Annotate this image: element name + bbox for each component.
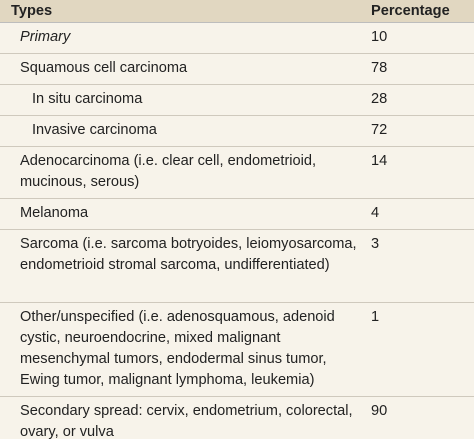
table-body: Primary 10 Squamous cell carcinoma 78 In… (0, 23, 474, 439)
percentage-cell: 14 (371, 153, 388, 169)
header-row: Types Percentage (0, 0, 474, 23)
percentage-cell: 78 (371, 60, 388, 76)
header-percentage: Percentage (361, 0, 474, 23)
table-row: Squamous cell carcinoma 78 (0, 54, 474, 85)
type-cell: In situ carcinoma (32, 91, 143, 107)
percentage-cell: 10 (371, 29, 388, 45)
percentage-cell: 28 (371, 91, 388, 107)
table-row: In situ carcinoma 28 (0, 85, 474, 116)
percentage-cell: 90 (371, 403, 388, 419)
percentage-cell: 72 (371, 122, 388, 138)
table-header: Types Percentage (0, 0, 474, 23)
header-types: Types (0, 0, 361, 23)
percentage-cell: 4 (371, 205, 380, 221)
type-cell: Squamous cell carcinoma (20, 60, 188, 76)
type-cell: Adenocarcinoma (i.e. clear cell, endomet… (20, 153, 317, 190)
table-row: Sarcoma (i.e. sarcoma botryoides, leiomy… (0, 230, 474, 303)
type-cell: Secondary spread: cervix, endometrium, c… (20, 403, 353, 439)
table-row: Adenocarcinoma (i.e. clear cell, endomet… (0, 147, 474, 199)
table-row: Other/unspecified (i.e. adenosquamous, a… (0, 303, 474, 397)
type-cell: Sarcoma (i.e. sarcoma botryoides, leiomy… (20, 236, 357, 273)
table-row: Primary 10 (0, 23, 474, 54)
type-cell: Melanoma (20, 205, 89, 221)
type-cell: Other/unspecified (i.e. adenosquamous, a… (20, 309, 335, 388)
table-row: Melanoma 4 (0, 199, 474, 230)
type-cell: Invasive carcinoma (32, 122, 157, 138)
percentage-cell: 3 (371, 236, 380, 252)
type-cell: Primary (20, 29, 71, 45)
percentage-cell: 1 (371, 309, 380, 325)
table-row: Invasive carcinoma 72 (0, 116, 474, 147)
table-row: Secondary spread: cervix, endometrium, c… (0, 397, 474, 439)
